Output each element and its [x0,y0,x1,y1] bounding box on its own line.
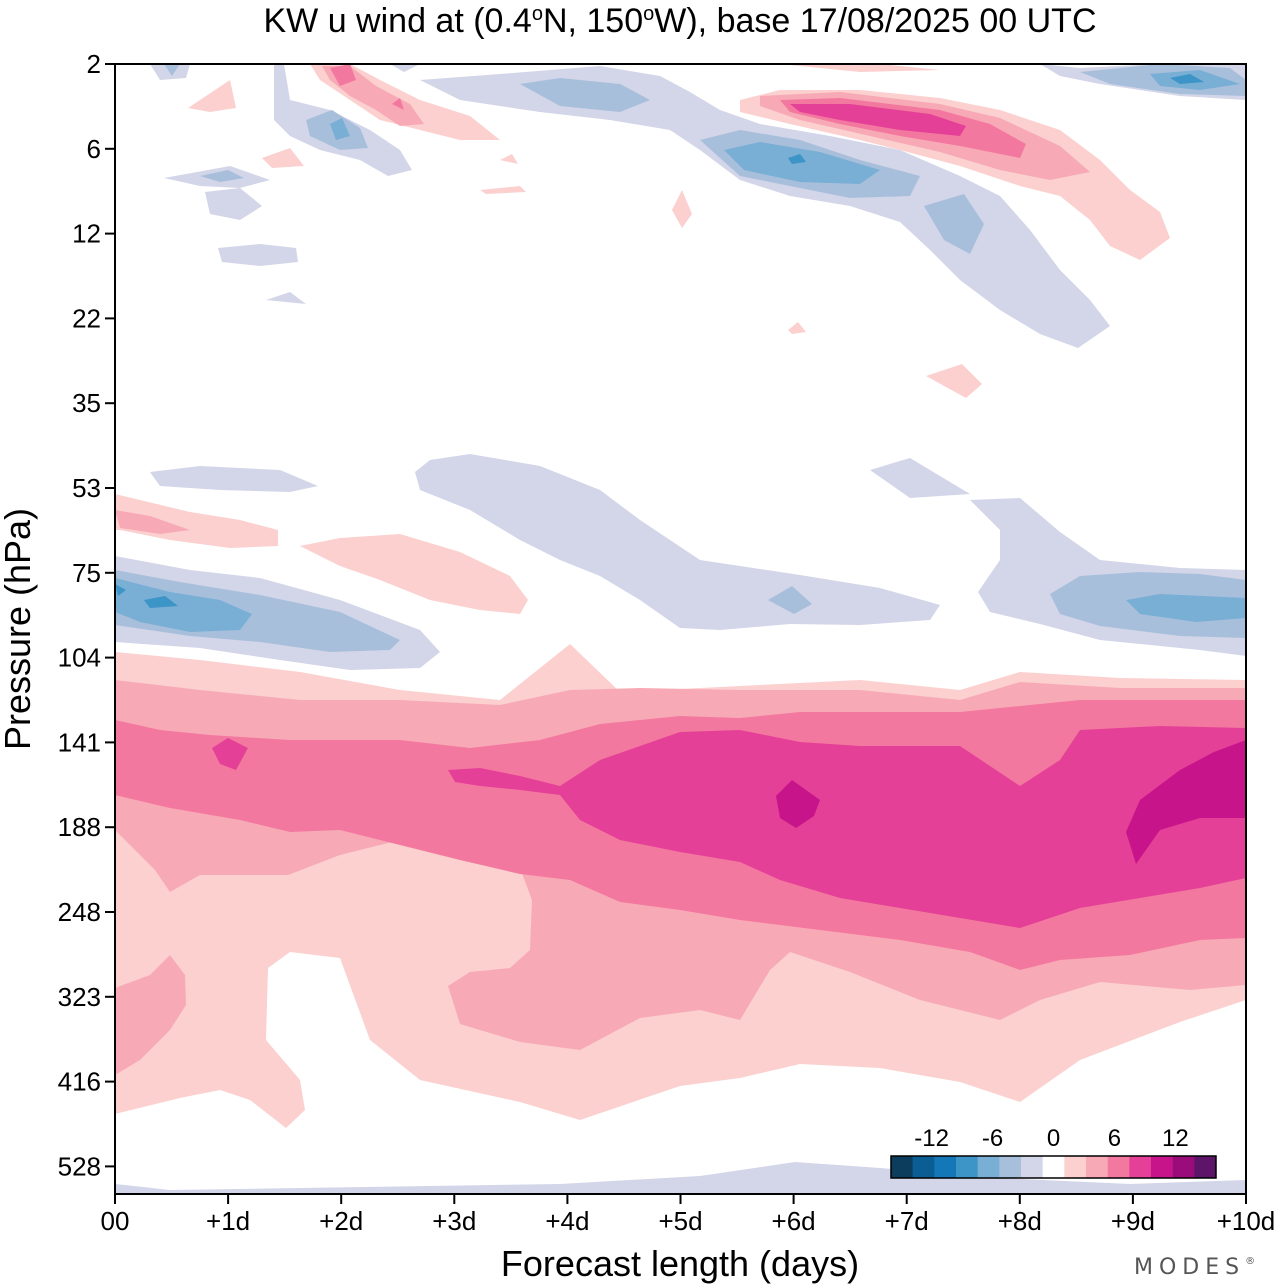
colorbar-swatch [1151,1156,1173,1178]
contour-westerly-10-mid [776,780,820,828]
contour-westerly-2-blob-7p5d [926,364,982,398]
contour-westerly-2-speck-2p5d [480,186,526,194]
y-tick-label-22: 22 [72,303,101,333]
y-tick-label-141: 141 [58,727,101,757]
colorbar-swatch [1042,1156,1065,1178]
y-tick-label-104: 104 [58,643,101,673]
contour-easterly-2-blob-7d [870,458,970,498]
y-tick-label-248: 248 [58,897,101,927]
contour-westerly-10-east [1126,740,1246,864]
y-tick-label-12: 12 [72,219,101,249]
colorbar-frame [890,1155,1217,1179]
contour-easterly-4-upper-strat [520,78,650,112]
contour-easterly-6-lower-strat [115,578,252,632]
colorbar-swatch [1086,1156,1108,1178]
colorbar-label--6: -6 [982,1125,1003,1152]
contour-westerly-8 [448,726,1246,928]
contour-westerly-8-upper-strat [790,104,966,136]
contour-easterly-4-upper-strat-3 [924,194,984,254]
colorbar-swatch [934,1156,957,1178]
contour-easterly-6-upper-left [330,118,350,140]
contour-westerly-6-upper-2d-b [392,98,404,110]
colorbar-label-12: 12 [1162,1125,1189,1152]
x-axis: 00 +1d +2d +3d +4d +5d +6d +7d +8d +9d +10d [101,1194,1276,1236]
contour-easterly-6-upper-strat [724,142,880,184]
colorbar-swatch [999,1156,1022,1178]
contour-easterly-4-lower-strat [115,570,400,652]
colorbar-swatch [1107,1156,1130,1178]
contour-easterly-4-top-left [164,64,180,76]
contour-easterly-8-lower-strat [144,596,178,608]
colorbar-swatch [1129,1156,1152,1178]
contour-easterly-6-east-lower [1126,594,1246,622]
contour-easterly-2-top-mid [390,64,420,72]
contour-easterly-4-blob-6d [768,586,812,614]
x-tick-label-+6d: +6d [772,1206,816,1236]
contour-easterly-8-upper-strat [788,154,806,164]
x-tick-label-+3d: +3d [432,1206,476,1236]
contour-westerly-2-speck-1p5d [262,148,304,168]
y-tick-label-188: 188 [58,812,101,842]
x-tick-label-+1d: +1d [206,1206,250,1236]
contour-westerly-6-upper-2d [330,64,356,86]
x-axis-label: Forecast length (days) [501,1243,859,1284]
contour-weak-easterly-surface [115,1162,1246,1194]
x-tick-label-+4d: +4d [545,1206,589,1236]
colorbar-label-6: 6 [1108,1125,1121,1152]
colorbar-label--12: -12 [914,1125,949,1152]
colorbar-swatch [1064,1156,1087,1178]
contour-westerly-2-lower-strat-west [115,494,278,548]
y-tick-label-416: 416 [58,1067,101,1097]
colorbar: -12 -6 0 6 12 [890,1125,1217,1179]
x-tick-label-+8d: +8d [998,1206,1042,1236]
contour-westerly-2-blob-5d [672,190,692,228]
x-tick-label-+2d: +2d [319,1206,363,1236]
colorbar-swatch [1194,1156,1217,1178]
contour-field [115,64,1246,1194]
contour-westerly-2-speck-3d [500,154,518,164]
colorbar-swatch [1021,1156,1043,1178]
contour-easterly-2-upper-1p5d [218,244,298,266]
contour-westerly-2-lower-strat-mid [300,534,528,614]
colorbar-label-0: 0 [1047,1125,1060,1152]
y-tick-label-528: 528 [58,1151,101,1181]
chart-title: KW u wind at (0.4oN, 150oW), base 17/08/… [263,2,1096,40]
colorbar-swatch [891,1156,913,1178]
contour-easterly-2-upper-1p5d-b [266,292,306,304]
contour-easterly-8-top-east [1170,74,1204,84]
contour-westerly-2-blob-0p8d [188,80,236,112]
y-axis-label: Pressure (hPa) [0,508,38,750]
x-tick-label-+5d: +5d [658,1206,702,1236]
colorbar-swatch [977,1156,1000,1178]
y-tick-label-6: 6 [87,134,101,164]
contour-easterly-2-upper-blob [150,466,318,492]
modes-logo: MODES® [1134,1255,1261,1280]
y-tick-label-323: 323 [58,982,101,1012]
contour-westerly-2-top-mid [780,64,940,72]
contour-westerly-4-lower [115,955,186,1075]
y-tick-label-2: 2 [87,49,101,79]
y-tick-label-53: 53 [72,473,101,503]
contour-easterly-2-mid-strat [415,454,940,630]
x-tick-label-+10d: +10d [1217,1206,1276,1236]
contour-westerly-2-upper-strat [740,90,1170,260]
y-tick-label-75: 75 [72,558,101,588]
colorbar-swatch [956,1156,978,1178]
colorbar-swatch [912,1156,935,1178]
colorbar-swatch [1172,1156,1195,1178]
x-tick-label-+9d: +9d [1111,1206,1155,1236]
contour-easterly-4-upper-1d [200,170,244,182]
contour-westerly-10-west [212,738,248,770]
x-tick-label-+7d: +7d [885,1206,929,1236]
contour-westerly-4-lower-strat-west [115,510,190,534]
y-tick-label-35: 35 [72,388,101,418]
contour-easterly-2-upper-1d-b [205,188,262,220]
y-axis: 2 6 12 22 35 53 75 104 141 188 248 323 416 528 [58,49,115,1181]
contour-westerly-2-speck-6d [788,322,806,334]
x-tick-label-00: 00 [101,1206,130,1236]
contour-easterly-8-edge [115,584,126,596]
